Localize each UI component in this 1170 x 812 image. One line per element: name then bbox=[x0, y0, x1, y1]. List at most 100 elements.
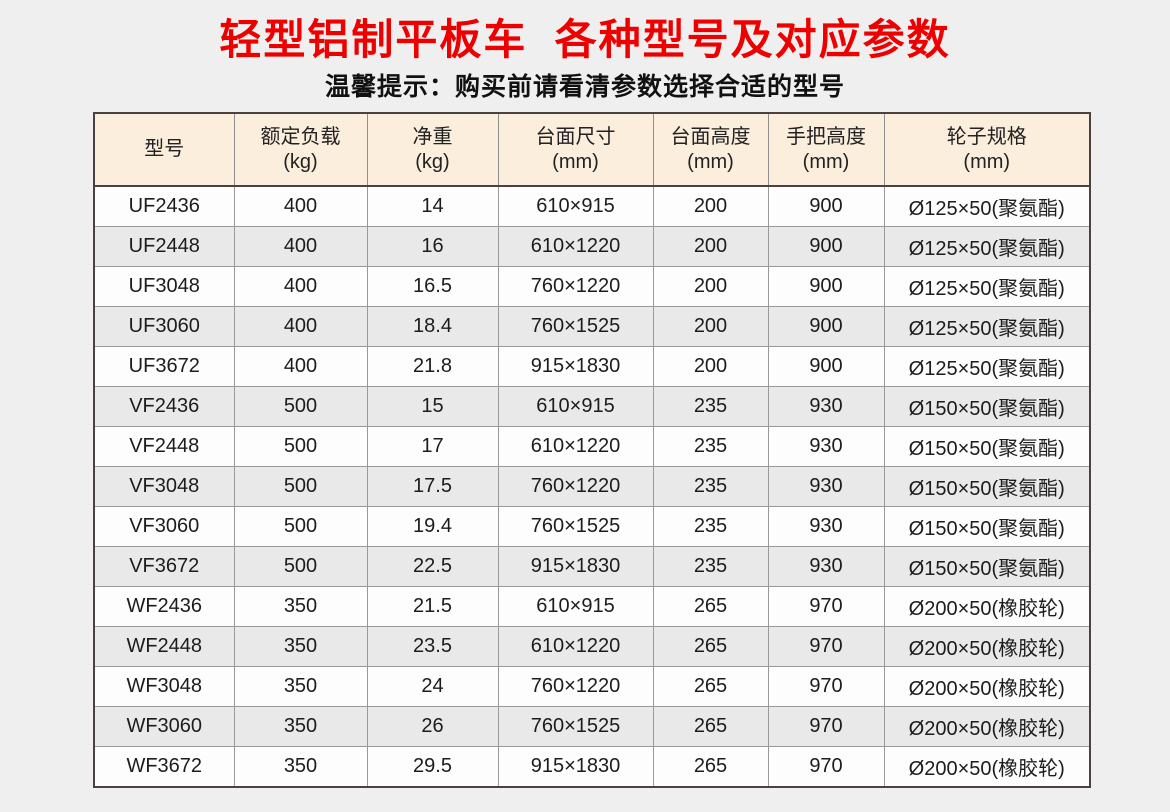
cell-model: WF2448 bbox=[93, 626, 235, 668]
cell-model: VF3048 bbox=[93, 465, 235, 508]
column-label: 净重 bbox=[412, 125, 453, 148]
cell-deck-size: 610×915 bbox=[497, 385, 654, 427]
cell-model: UF3672 bbox=[93, 345, 235, 387]
cell-model: UF3048 bbox=[93, 265, 235, 307]
cell-deck-height: 235 bbox=[652, 425, 769, 467]
cell-model: WF3672 bbox=[93, 746, 235, 788]
column-unit: (mm) bbox=[963, 150, 1011, 173]
cell-wheel-spec: Ø150×50(聚氨酯) bbox=[883, 465, 1091, 508]
column-header-deck-size: 台面尺寸 (mm) bbox=[497, 112, 654, 187]
spec-table: 型号 额定负载 (kg) 净重 (kg) 台面尺寸 (mm) 台面高度 ( bbox=[93, 112, 1091, 788]
cell-rated-load: 500 bbox=[233, 385, 368, 427]
cell-handle-height: 900 bbox=[767, 305, 885, 347]
cell-deck-height: 235 bbox=[652, 546, 769, 588]
table-row: VF2436 500 15 610×915 235 930 Ø150×50(聚氨… bbox=[93, 385, 1091, 427]
cell-rated-load: 350 bbox=[233, 706, 368, 748]
column-label: 额定负载 bbox=[260, 125, 341, 148]
cell-handle-height: 970 bbox=[767, 586, 885, 628]
cell-deck-size: 760×1220 bbox=[497, 666, 654, 708]
cell-rated-load: 500 bbox=[233, 505, 368, 548]
cell-rated-load: 400 bbox=[233, 185, 368, 227]
cell-net-weight: 21.5 bbox=[366, 586, 499, 628]
cell-deck-size: 610×1220 bbox=[497, 626, 654, 668]
cell-net-weight: 17 bbox=[366, 425, 499, 467]
cell-rated-load: 500 bbox=[233, 546, 368, 588]
cell-net-weight: 21.8 bbox=[366, 345, 499, 387]
cell-rated-load: 350 bbox=[233, 626, 368, 668]
cell-net-weight: 16.5 bbox=[366, 265, 499, 307]
cell-model: UF2448 bbox=[93, 225, 235, 267]
cell-net-weight: 14 bbox=[366, 185, 499, 227]
cell-deck-size: 610×915 bbox=[497, 185, 654, 227]
column-unit: (mm) bbox=[802, 150, 850, 173]
cell-rated-load: 400 bbox=[233, 345, 368, 387]
cell-deck-size: 760×1525 bbox=[497, 505, 654, 548]
cell-wheel-spec: Ø125×50(聚氨酯) bbox=[883, 345, 1091, 387]
cell-deck-size: 760×1525 bbox=[497, 305, 654, 347]
table-row: UF2448 400 16 610×1220 200 900 Ø125×50(聚… bbox=[93, 225, 1091, 267]
table-header-row: 型号 额定负载 (kg) 净重 (kg) 台面尺寸 (mm) 台面高度 ( bbox=[93, 112, 1091, 187]
cell-deck-height: 265 bbox=[652, 706, 769, 748]
column-header-net-weight: 净重 (kg) bbox=[366, 112, 499, 187]
cell-model: WF3048 bbox=[93, 666, 235, 708]
cell-rated-load: 350 bbox=[233, 666, 368, 708]
table-row: WF2448 350 23.5 610×1220 265 970 Ø200×50… bbox=[93, 626, 1091, 668]
cell-deck-height: 235 bbox=[652, 465, 769, 508]
column-unit: (kg) bbox=[415, 150, 450, 173]
table-row: VF3672 500 22.5 915×1830 235 930 Ø150×50… bbox=[93, 546, 1091, 588]
cell-deck-size: 915×1830 bbox=[497, 546, 654, 588]
cell-rated-load: 500 bbox=[233, 425, 368, 467]
cell-deck-height: 200 bbox=[652, 265, 769, 307]
cell-handle-height: 930 bbox=[767, 385, 885, 427]
cell-handle-height: 930 bbox=[767, 546, 885, 588]
cell-wheel-spec: Ø200×50(橡胶轮) bbox=[883, 666, 1091, 708]
cell-model: VF3672 bbox=[93, 546, 235, 588]
cell-deck-height: 235 bbox=[652, 505, 769, 548]
cell-rated-load: 350 bbox=[233, 746, 368, 788]
cell-model: VF2448 bbox=[93, 425, 235, 467]
cell-handle-height: 900 bbox=[767, 225, 885, 267]
cell-wheel-spec: Ø200×50(橡胶轮) bbox=[883, 746, 1091, 788]
cell-wheel-spec: Ø150×50(聚氨酯) bbox=[883, 546, 1091, 588]
cell-handle-height: 930 bbox=[767, 505, 885, 548]
cell-model: VF2436 bbox=[93, 385, 235, 427]
column-header-model: 型号 bbox=[93, 112, 235, 187]
column-unit: (mm) bbox=[687, 150, 734, 173]
cell-deck-size: 610×1220 bbox=[497, 425, 654, 467]
column-header-deck-height: 台面高度 (mm) bbox=[652, 112, 769, 187]
column-header-wheel-spec: 轮子规格 (mm) bbox=[883, 112, 1091, 187]
cell-rated-load: 400 bbox=[233, 265, 368, 307]
column-label: 轮子规格 bbox=[946, 125, 1027, 148]
cell-deck-height: 235 bbox=[652, 385, 769, 427]
cell-net-weight: 24 bbox=[366, 666, 499, 708]
cell-handle-height: 970 bbox=[767, 746, 885, 788]
cell-net-weight: 26 bbox=[366, 706, 499, 748]
cell-deck-height: 200 bbox=[652, 225, 769, 267]
cell-model: WF2436 bbox=[93, 586, 235, 628]
table-row: VF2448 500 17 610×1220 235 930 Ø150×50(聚… bbox=[93, 425, 1091, 467]
column-label: 手把高度 bbox=[786, 125, 866, 148]
table-body: UF2436 400 14 610×915 200 900 Ø125×50(聚氨… bbox=[93, 185, 1091, 788]
cell-handle-height: 970 bbox=[767, 706, 885, 748]
cell-rated-load: 500 bbox=[233, 465, 368, 508]
column-header-rated-load: 额定负载 (kg) bbox=[233, 112, 368, 187]
table-row: WF2436 350 21.5 610×915 265 970 Ø200×50(… bbox=[93, 586, 1091, 628]
cell-deck-height: 200 bbox=[652, 305, 769, 347]
cell-deck-height: 200 bbox=[652, 185, 769, 227]
cell-handle-height: 970 bbox=[767, 626, 885, 668]
cell-wheel-spec: Ø125×50(聚氨酯) bbox=[883, 185, 1091, 227]
cell-net-weight: 22.5 bbox=[366, 546, 499, 588]
column-header-handle-height: 手把高度 (mm) bbox=[767, 112, 885, 187]
cell-rated-load: 350 bbox=[233, 586, 368, 628]
cell-net-weight: 23.5 bbox=[366, 626, 499, 668]
column-label: 型号 bbox=[144, 138, 185, 160]
table-row: WF3060 350 26 760×1525 265 970 Ø200×50(橡… bbox=[93, 706, 1091, 748]
column-unit: (mm) bbox=[552, 150, 599, 173]
table-row: UF2436 400 14 610×915 200 900 Ø125×50(聚氨… bbox=[93, 185, 1091, 227]
table-row: VF3060 500 19.4 760×1525 235 930 Ø150×50… bbox=[93, 505, 1091, 548]
cell-wheel-spec: Ø150×50(聚氨酯) bbox=[883, 505, 1091, 548]
cell-deck-height: 265 bbox=[652, 626, 769, 668]
cell-net-weight: 17.5 bbox=[366, 465, 499, 508]
cell-deck-height: 265 bbox=[652, 586, 769, 628]
